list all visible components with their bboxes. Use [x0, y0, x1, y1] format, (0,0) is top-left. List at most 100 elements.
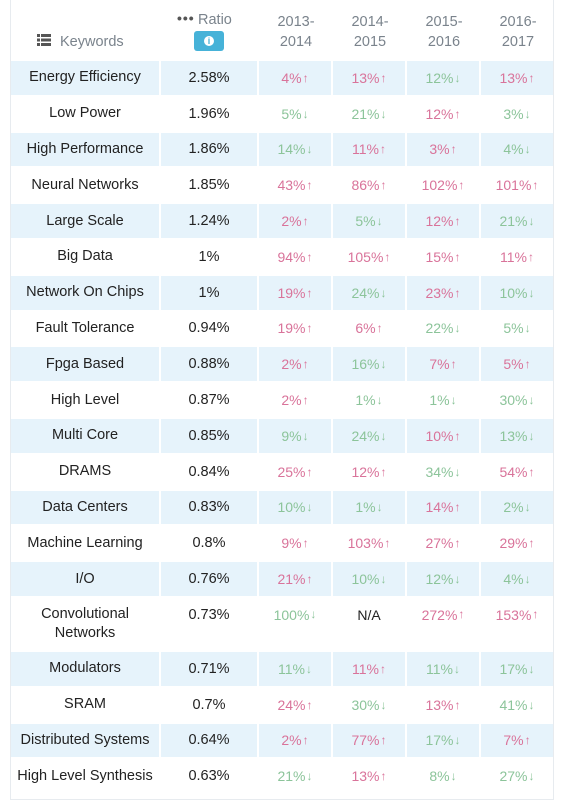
arrow-down-icon: ↓: [380, 106, 387, 121]
arrow-up-icon: ↑: [302, 357, 309, 372]
change-value: 9%: [281, 535, 302, 552]
change-value: 14%: [425, 499, 454, 516]
table-row[interactable]: Multi Core 0.85% 9% ↓ 24% ↓ 10% ↑ 13% ↓: [11, 417, 553, 454]
change-value: 12%: [425, 213, 454, 230]
change-cell: 21% ↓: [333, 97, 405, 131]
arrow-down-icon: ↓: [380, 285, 387, 300]
change-cell: 2% ↑: [259, 383, 331, 417]
table-row[interactable]: Fault Tolerance 0.94% 19% ↑ 6% ↑ 22% ↓ 5% ↓: [11, 310, 553, 347]
keyword-cell: Neural Networks: [31, 176, 139, 193]
arrow-up-icon: ↑: [528, 70, 535, 85]
change-value: 43%: [277, 177, 306, 194]
arrow-down-icon: ↓: [306, 500, 313, 515]
change-value: 4%: [503, 571, 524, 588]
arrow-up-icon: ↑: [450, 357, 457, 372]
table-row[interactable]: High Level 0.87% 2% ↑ 1% ↓ 1% ↓ 30% ↓: [11, 382, 553, 418]
change-value: 13%: [425, 696, 454, 713]
arrow-up-icon: ↑: [380, 769, 387, 784]
table-row[interactable]: High Performance 1.86% 14% ↓ 11% ↑ 3% ↑ 4% ↓: [11, 131, 553, 168]
change-value: 8%: [429, 768, 450, 785]
arrow-up-icon: ↑: [306, 285, 313, 300]
arrow-down-icon: ↓: [528, 661, 535, 676]
change-cell: 2% ↑: [259, 723, 331, 758]
arrow-up-icon: ↑: [302, 733, 309, 748]
table-row[interactable]: SRAM 0.7% 24% ↑ 30% ↓ 13% ↑ 41% ↓: [11, 686, 553, 723]
year-header-2015-2016[interactable]: 2015- 2016: [425, 14, 463, 50]
arrow-down-icon: ↓: [380, 428, 387, 443]
table-row[interactable]: Convolutional Networks 0.73% 100% ↓ N/A 272% ↑…: [11, 596, 553, 651]
table-row[interactable]: High Level Synthesis 0.63% 21% ↓ 13% ↑ 8% ↓ 27% ↓: [11, 758, 553, 795]
change-cell: 10% ↓: [259, 490, 331, 525]
info-icon[interactable]: i: [194, 31, 224, 51]
table-row[interactable]: Machine Learning 0.8% 9% ↑ 103% ↑ 27% ↑ 29% ↑: [11, 525, 553, 562]
change-cell: 105% ↑: [333, 240, 405, 274]
table-row[interactable]: Modulators 0.71% 11% ↓ 11% ↑ 11% ↓ 17% ↓: [11, 650, 553, 687]
change-value: 21%: [351, 105, 380, 122]
change-cell: 17% ↓: [407, 723, 479, 758]
change-value: 1%: [355, 392, 376, 409]
change-value: 86%: [351, 177, 380, 194]
arrow-down-icon: ↓: [380, 697, 387, 712]
change-cell: 13% ↑: [333, 759, 405, 793]
change-cell: 86% ↑: [333, 168, 405, 202]
table-row[interactable]: Energy Efficiency 2.58% 4% ↑ 13% ↑ 12% ↓ 13% ↑: [11, 60, 553, 96]
change-value: 29%: [499, 535, 528, 552]
keyword-cell: Energy Efficiency: [11, 61, 159, 95]
info-glyph: i: [204, 36, 214, 46]
keyword-cell: Data Centers: [11, 490, 159, 525]
ratio-cell: 0.71%: [161, 651, 257, 686]
arrow-up-icon: ↑: [450, 142, 457, 157]
arrow-up-icon: ↑: [380, 733, 387, 748]
change-cell: 25% ↑: [259, 455, 331, 489]
change-value: 22%: [425, 320, 454, 337]
change-cell: 12% ↑: [333, 455, 405, 489]
arrow-down-icon: ↓: [524, 321, 531, 336]
change-value: 13%: [351, 69, 380, 86]
arrow-up-icon: ↑: [302, 536, 309, 551]
keywords-column-header[interactable]: Keywords: [11, 0, 159, 60]
ratio-cell: 1.24%: [161, 204, 257, 238]
arrow-up-icon: ↑: [528, 536, 535, 551]
keyword-cell: Network On Chips: [11, 275, 159, 310]
table-row[interactable]: Distributed Systems 0.64% 2% ↑ 77% ↑ 17% ↓ 7% ↑: [11, 722, 553, 759]
arrow-up-icon: ↑: [527, 249, 534, 264]
change-cell: 5% ↓: [481, 312, 553, 346]
arrow-up-icon: ↑: [306, 321, 313, 336]
arrow-down-icon: ↓: [454, 733, 461, 748]
change-cell: 30% ↓: [481, 383, 553, 417]
more-icon[interactable]: •••: [177, 10, 195, 26]
year-header-2014-2015[interactable]: 2014- 2015: [351, 14, 389, 50]
ratio-cell: 2.58%: [161, 61, 257, 95]
year-header-2016-2017[interactable]: 2016- 2017: [499, 14, 537, 50]
change-value: 103%: [347, 535, 384, 552]
ratio-cell: 1%: [198, 248, 220, 265]
table-row[interactable]: DRAMS 0.84% 25% ↑ 12% ↑ 34% ↓ 54% ↑: [11, 453, 553, 490]
change-cell: 5% ↓: [259, 97, 331, 131]
table-row[interactable]: I/O 0.76% 21% ↑ 10% ↓ 12% ↓ 4% ↓: [11, 561, 553, 597]
table-row[interactable]: Large Scale 1.24% 2% ↑ 5% ↓ 12% ↑ 21% ↓: [11, 203, 553, 239]
change-cell: 1% ↓: [407, 383, 479, 417]
change-cell: 14% ↑: [407, 490, 479, 525]
table-row[interactable]: Data Centers 0.83% 10% ↓ 1% ↓ 14% ↑ 2% ↓: [11, 489, 553, 526]
table-row[interactable]: Big Data 1% 94% ↑ 105% ↑ 15% ↑ 11% ↑: [11, 238, 553, 275]
change-value: 10%: [425, 427, 454, 444]
arrow-up-icon: ↑: [454, 500, 461, 515]
ratio-cell: 0.83%: [161, 490, 257, 525]
change-cell: 13% ↓: [481, 418, 553, 453]
change-cell: 2% ↑: [259, 347, 331, 382]
arrow-up-icon: ↑: [380, 178, 387, 193]
year-header-2013-2014[interactable]: 2013- 2014: [277, 14, 315, 50]
table-row[interactable]: Fpga Based 0.88% 2% ↑ 16% ↓ 7% ↑ 5% ↑: [11, 346, 553, 383]
table-row[interactable]: Neural Networks 1.85% 43% ↑ 86% ↑ 102% ↑ 101% ↑: [11, 167, 553, 204]
arrow-up-icon: ↑: [454, 536, 461, 551]
table-row[interactable]: Low Power 1.96% 5% ↓ 21% ↓ 12% ↑ 3% ↓: [11, 95, 553, 132]
ratio-column-header[interactable]: ••• Ratio i: [159, 0, 257, 60]
change-value: 100%: [273, 606, 310, 623]
table-row[interactable]: Network On Chips 1% 19% ↑ 24% ↓ 23% ↑ 10% ↓: [11, 274, 553, 311]
arrow-up-icon: ↑: [454, 697, 461, 712]
arrow-down-icon: ↓: [310, 606, 317, 621]
ratio-cell: 0.63%: [188, 768, 230, 785]
change-cell: 94% ↑: [259, 240, 331, 274]
change-cell: 9% ↓: [259, 418, 331, 453]
change-value: 24%: [277, 696, 306, 713]
